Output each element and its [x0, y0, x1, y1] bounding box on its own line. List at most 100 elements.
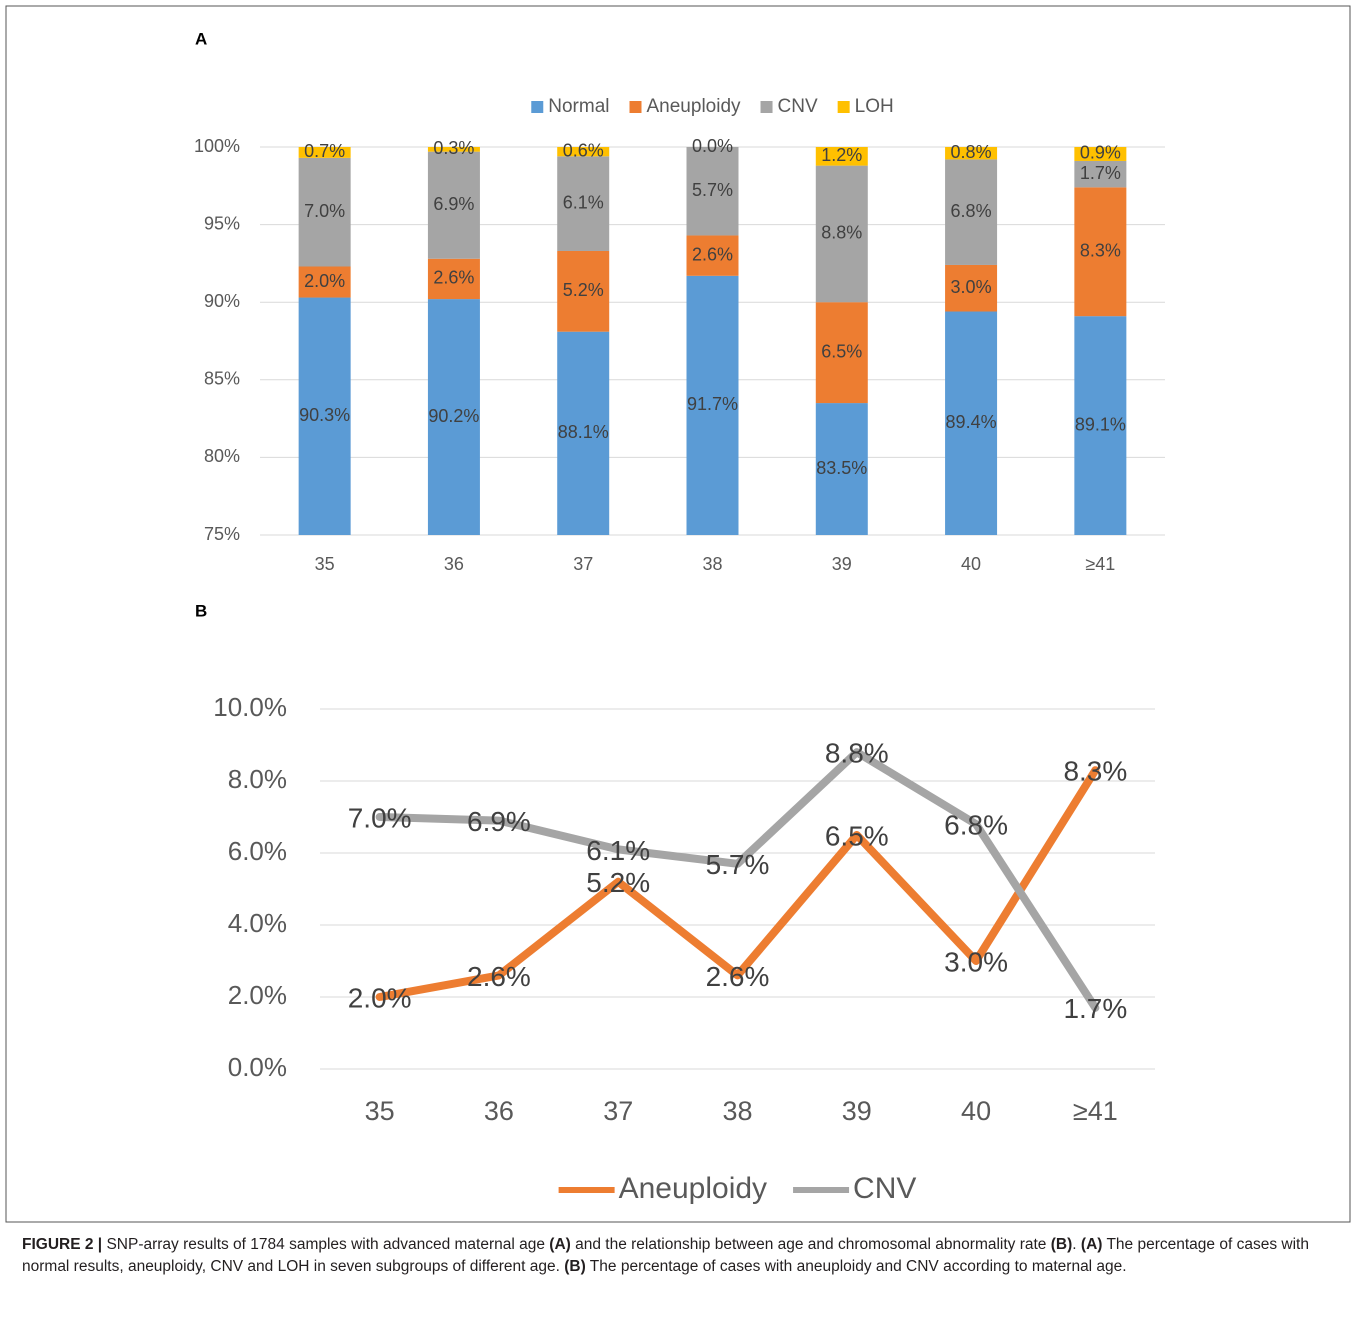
figure-frame [5, 5, 1351, 1223]
legend-swatch [837, 101, 850, 113]
bar-segment [945, 264, 998, 312]
data-label: 0.3% [433, 138, 474, 158]
x-tick-label: 39 [842, 1096, 872, 1126]
bar-segment [427, 147, 480, 152]
bar-segment [1074, 187, 1127, 317]
data-label: 2.6% [692, 244, 733, 264]
data-label: 89.4% [946, 412, 997, 432]
bar-segment [1074, 160, 1127, 188]
x-tick-label: 35 [315, 554, 335, 574]
y-tick-label: 90% [204, 291, 240, 311]
y-tick-label: 2.0% [228, 980, 287, 1010]
data-label: 6.1% [563, 192, 604, 212]
legend-label: Normal [548, 96, 609, 117]
line-series [375, 766, 1100, 1001]
data-label: 90.2% [428, 406, 479, 426]
data-label: 6.9% [433, 194, 474, 214]
legend-label: CNV [853, 1172, 916, 1205]
data-label: 7.0% [348, 802, 412, 833]
bar-segment [815, 302, 868, 404]
x-tick-label: 36 [444, 554, 464, 574]
y-tick-label: 0.0% [228, 1052, 287, 1082]
panel-label: B [195, 601, 207, 620]
data-label: 5.2% [563, 280, 604, 300]
data-label: 2.0% [348, 982, 412, 1013]
bar-segment [1074, 316, 1127, 535]
bar-segment [686, 275, 739, 535]
bar-segment [298, 157, 351, 267]
legend-swatch [629, 101, 642, 113]
data-label: 6.8% [951, 201, 992, 221]
caption: FIGURE 2 | SNP-array results of 1784 sam… [22, 1234, 1332, 1278]
data-label: 6.5% [825, 820, 889, 851]
caption-segment: (A) [1080, 1236, 1103, 1253]
data-label: 7.0% [304, 201, 345, 221]
bar-segment [427, 299, 480, 535]
figure: A 75% 80% 85% 90% 95% 100% 35 90.3% 2.0% 7.0% 0.7% 3… [5, 5, 1351, 1223]
data-label: 0.7% [304, 141, 345, 161]
data-label: 6.1% [586, 835, 650, 866]
data-label: 83.5% [816, 458, 867, 478]
bar-segment [557, 250, 610, 332]
data-label: 2.6% [467, 961, 531, 992]
data-label: 8.8% [825, 738, 889, 769]
x-tick-label: ≥41 [1073, 1096, 1118, 1126]
y-tick-label: 6.0% [228, 836, 287, 866]
data-label: 1.7% [1063, 993, 1127, 1024]
bar-segment [1074, 147, 1127, 161]
caption-segment: The percentage of cases with aneuploidy … [585, 1258, 1127, 1275]
y-tick-label: 4.0% [228, 908, 287, 938]
bar-segment [298, 297, 351, 535]
bar-segment [298, 147, 351, 158]
data-label: 2.6% [433, 268, 474, 288]
bar-segment [427, 258, 480, 300]
caption-segment: SNP-array results of 1784 samples with a… [102, 1236, 550, 1253]
x-tick-label: 37 [573, 554, 593, 574]
bar-segment [815, 147, 868, 166]
bar-segment [945, 311, 998, 535]
caption-segment: (B) [564, 1258, 586, 1275]
bar-segment [298, 266, 351, 298]
bar-segment [557, 147, 610, 157]
x-tick-label: 38 [702, 554, 722, 574]
x-tick-label: 40 [961, 1096, 991, 1126]
caption-segment: The percentage of cases with normal resu… [22, 1236, 1314, 1275]
caption-segment: and the relationship between age and chr… [570, 1236, 1051, 1253]
x-tick-label: 35 [365, 1096, 395, 1126]
legend-swatch [760, 101, 773, 113]
y-tick-label: 80% [204, 446, 240, 466]
data-label: 5.7% [692, 180, 733, 200]
bar-segment [686, 235, 739, 276]
y-tick-label: 85% [204, 369, 240, 389]
data-label: 2.6% [706, 961, 770, 992]
panel-label: A [195, 29, 207, 48]
data-label: 8.8% [821, 223, 862, 243]
bar-segment [557, 331, 610, 535]
data-label: 3.0% [944, 946, 1008, 977]
x-tick-label: 39 [832, 554, 852, 574]
caption-segment: FIGURE 2 | [22, 1236, 103, 1253]
data-label: 8.3% [1080, 241, 1121, 261]
legend-swatch [531, 101, 544, 113]
data-label: 6.8% [944, 810, 1008, 841]
caption-segment: (A) [549, 1236, 571, 1253]
caption-segment: . [1072, 1236, 1081, 1253]
bar-segment [557, 156, 610, 251]
legend-label: LOH [855, 96, 894, 117]
data-label: 88.1% [558, 422, 609, 442]
bar-segment [686, 147, 739, 236]
x-tick-label: 37 [603, 1096, 633, 1126]
bar-segment [815, 165, 868, 303]
data-label: 91.7% [687, 394, 738, 414]
bar-segment [945, 147, 998, 160]
data-label: 6.5% [821, 341, 862, 361]
legend-label: Aneuploidy [619, 1172, 767, 1205]
data-label: 0.6% [563, 140, 604, 160]
caption-segment: (B) [1050, 1236, 1073, 1253]
data-label: 8.3% [1063, 756, 1127, 787]
data-label: 90.3% [299, 405, 350, 425]
data-label: 0.9% [1080, 143, 1121, 163]
data-label: 5.2% [586, 867, 650, 898]
data-label: 1.7% [1080, 163, 1121, 183]
data-label: 1.2% [821, 145, 862, 165]
